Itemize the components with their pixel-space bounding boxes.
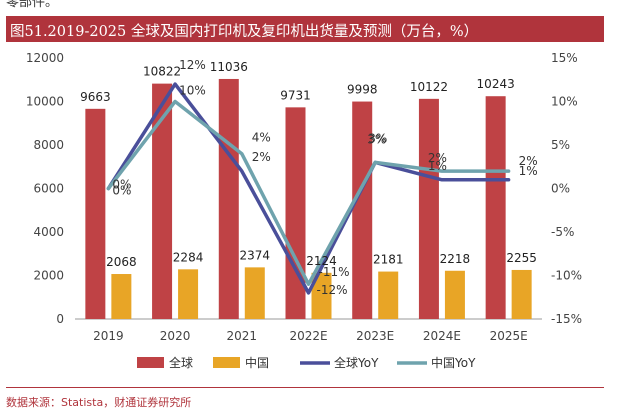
- chart-legend: 全球 中国 全球YoY 中国YoY: [137, 355, 476, 370]
- global-yoy-label: -12%: [317, 283, 348, 297]
- chart-title: 图51.2019-2025 全球及国内打印机及复印机出货量及预测（万台，%）: [10, 24, 479, 40]
- global-bar-label: 9998: [347, 83, 378, 97]
- x-tick-label: 2021: [227, 329, 258, 343]
- footer-rule: [6, 387, 604, 388]
- chart-bars: [85, 78, 532, 320]
- china-bar-label: 2284: [173, 250, 204, 264]
- china-yoy-label: -11%: [319, 265, 350, 279]
- x-tick-label: 2025E: [490, 329, 528, 343]
- y-left-tick-label: 0: [56, 312, 64, 326]
- y-right-tick-label: -10%: [551, 269, 582, 283]
- global-bar: [352, 101, 373, 319]
- global-bar-label: 10822: [143, 65, 181, 79]
- legend-global-swatch: [137, 357, 164, 368]
- y-right-tick-label: 0%: [551, 182, 570, 196]
- global-bar-label: 10243: [477, 77, 515, 91]
- legend-global-label: 全球: [169, 355, 193, 370]
- y-right-tick-label: 15%: [551, 51, 578, 65]
- legend-china-swatch: [213, 357, 240, 368]
- global-yoy-label: 2%: [252, 150, 271, 164]
- y-right-tick-label: -5%: [551, 225, 574, 239]
- global-bar-label: 9731: [280, 88, 311, 102]
- y-left-tick-label: 2000: [33, 269, 64, 283]
- source-note: 数据来源：Statista，财通证券研究所: [6, 396, 192, 409]
- china-bar: [444, 270, 465, 319]
- y-left-tick-label: 12000: [26, 51, 64, 65]
- chart-title-bar: 图51.2019-2025 全球及国内打印机及复印机出货量及预测（万台，%）: [6, 16, 604, 42]
- y-left-tick-label: 10000: [26, 95, 64, 109]
- china-yoy-label: 3%: [368, 131, 387, 145]
- global-yoy-label: 1%: [428, 159, 447, 173]
- china-yoy-label: 10%: [179, 84, 206, 98]
- x-tick-label: 2023E: [356, 329, 394, 343]
- y-left-tick-label: 8000: [33, 138, 64, 152]
- y-right-tick-label: 10%: [551, 95, 578, 109]
- china-yoy-label: 0%: [112, 184, 131, 198]
- global-bar-label: 11036: [210, 60, 248, 74]
- china-yoy-label: 4%: [252, 131, 271, 145]
- china-bar: [511, 269, 532, 319]
- global-bar: [218, 78, 239, 319]
- china-bar: [178, 269, 199, 319]
- china-bar: [244, 267, 265, 319]
- china-bar: [378, 271, 399, 319]
- chart-data-labels: 9663 10822 11036 9731 9998 10122 10243 2068 2284…: [80, 58, 538, 297]
- china-bar: [111, 274, 132, 319]
- china-bar-label: 2218: [440, 252, 471, 266]
- global-yoy-label: 1%: [519, 164, 538, 178]
- y-left-tick-label: 6000: [33, 182, 64, 196]
- x-tick-label: 2024E: [423, 329, 461, 343]
- china-yoy-label: 2%: [519, 154, 538, 168]
- y-left-tick-label: 4000: [33, 225, 64, 239]
- y-right-tick-label: -15%: [551, 312, 582, 326]
- global-bar: [285, 107, 306, 319]
- legend-global-yoy-label: 全球YoY: [334, 355, 379, 370]
- china-bar-label: 2068: [106, 255, 137, 269]
- global-bar-label: 10122: [410, 80, 448, 94]
- x-tick-label: 2022E: [289, 329, 327, 343]
- legend-china-label: 中国: [245, 355, 269, 370]
- china-yoy-line: [106, 99, 511, 286]
- legend-china-yoy-label: 中国YoY: [431, 355, 476, 370]
- china-bar-label: 2181: [373, 253, 404, 267]
- global-yoy-label: 0%: [112, 178, 131, 192]
- global-bar: [485, 96, 506, 319]
- chart-lines: [106, 82, 511, 295]
- x-tick-label: 2019: [93, 329, 124, 343]
- china-yoy-label: 2%: [428, 151, 447, 165]
- x-tick-label: 2020: [160, 329, 191, 343]
- china-bar: [311, 272, 332, 319]
- global-bar: [85, 108, 106, 320]
- y-right-tick-label: 5%: [551, 138, 570, 152]
- preceding-text-fragment: 零部件。: [6, 0, 59, 10]
- global-bar: [418, 98, 439, 319]
- china-bar-label: 2124: [306, 254, 337, 268]
- global-yoy-line: [106, 82, 511, 295]
- china-bar-label: 2255: [506, 251, 537, 265]
- china-bar-label: 2374: [240, 248, 271, 262]
- global-bar-label: 9663: [80, 90, 111, 104]
- global-bar: [152, 83, 173, 320]
- global-yoy-label: 3%: [367, 132, 386, 146]
- global-yoy-label: 12%: [179, 58, 206, 72]
